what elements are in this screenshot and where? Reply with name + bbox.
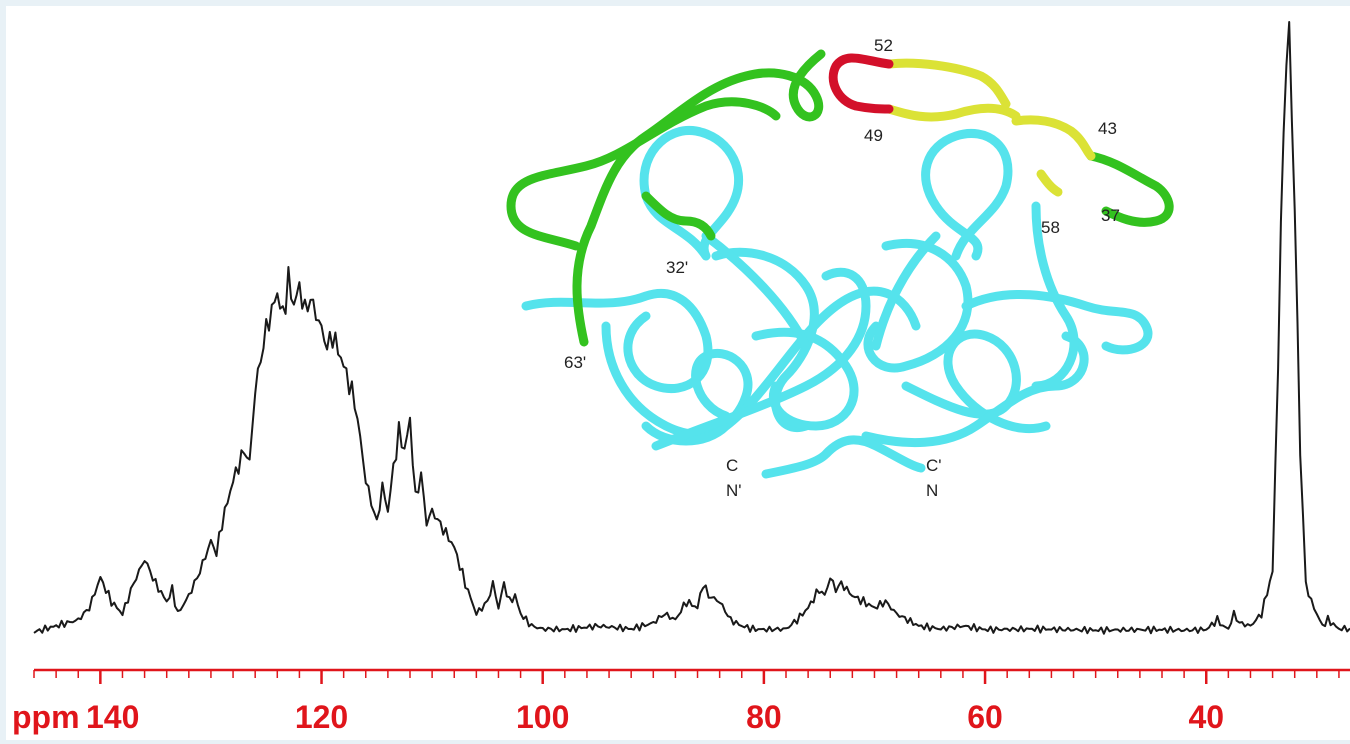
flap-green-ribbon <box>506 49 1174 347</box>
x-tick-label: 60 <box>967 699 1003 735</box>
helix-core-ribbon <box>521 125 1153 479</box>
x-tick-label: 140 <box>86 699 139 735</box>
x-tick-label: 80 <box>746 699 782 735</box>
residue-label-32-prime: 32' <box>666 258 688 277</box>
spectrum-line <box>33 21 1350 635</box>
x-axis: ppm 140 120 100 80 60 40 <box>12 668 1350 735</box>
spectrum-layer <box>33 21 1350 635</box>
x-axis-unit-label: ppm <box>12 699 80 735</box>
residue-label-43: 43 <box>1098 119 1117 138</box>
residue-label-58: 58 <box>1041 218 1060 237</box>
x-tick-label: 100 <box>516 699 569 735</box>
nmr-spectrum-chart: 52 49 43 37 58 32' 63' C N' C' N ppm 140 1… <box>12 21 1350 735</box>
terminus-label-c-prime: C' <box>926 456 942 475</box>
x-tick-label: 120 <box>295 699 348 735</box>
terminus-label-n-prime: N' <box>726 481 742 500</box>
residue-label-49: 49 <box>864 126 883 145</box>
x-tick-label: 40 <box>1188 699 1224 735</box>
residue-label-37: 37 <box>1101 206 1120 225</box>
protein-structure-inset: 52 49 43 37 58 32' 63' C N' C' N <box>498 34 1188 504</box>
figure-frame: 52 49 43 37 58 32' 63' C N' C' N ppm 140 1… <box>6 6 1350 740</box>
terminus-label-n: N <box>926 481 938 500</box>
flap-yellow-ribbon <box>884 58 1096 197</box>
terminus-label-c: C <box>726 456 738 475</box>
flap-red-ribbon <box>828 53 894 114</box>
residue-label-52: 52 <box>874 36 893 55</box>
residue-label-63-prime: 63' <box>564 353 586 372</box>
